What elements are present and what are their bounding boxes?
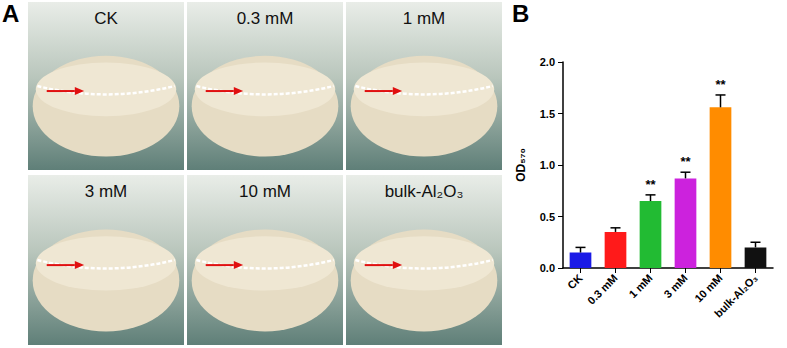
- svg-text:bulk-Al₂O₃: bulk-Al₂O₃: [385, 182, 464, 201]
- svg-text:1.0: 1.0: [540, 159, 555, 171]
- svg-text:A: A: [2, 0, 19, 27]
- svg-text:3 mM: 3 mM: [85, 182, 128, 201]
- svg-text:3 mM: 3 mM: [661, 272, 689, 300]
- svg-text:1 mM: 1 mM: [626, 272, 654, 300]
- svg-text:**: **: [645, 177, 656, 192]
- svg-text:CK: CK: [94, 9, 118, 28]
- svg-text:bulk-Al₂O₃: bulk-Al₂O₃: [712, 272, 760, 320]
- svg-text:10 mM: 10 mM: [239, 182, 291, 201]
- svg-text:**: **: [715, 77, 726, 92]
- svg-text:1 mM: 1 mM: [403, 9, 446, 28]
- svg-text:OD₅₇₀: OD₅₇₀: [514, 148, 528, 182]
- svg-text:0.0: 0.0: [540, 262, 555, 274]
- svg-text:0.5: 0.5: [540, 211, 555, 223]
- svg-text:CK: CK: [565, 272, 585, 292]
- svg-text:**: **: [680, 154, 691, 169]
- html-text:B: B: [512, 0, 530, 27]
- svg-text:10 mM: 10 mM: [692, 272, 725, 305]
- svg-text:1.5: 1.5: [540, 108, 555, 120]
- svg-text:2.0: 2.0: [540, 56, 555, 68]
- svg-text:0.3 mM: 0.3 mM: [237, 9, 294, 28]
- svg-text:0.3 mM: 0.3 mM: [585, 272, 620, 307]
